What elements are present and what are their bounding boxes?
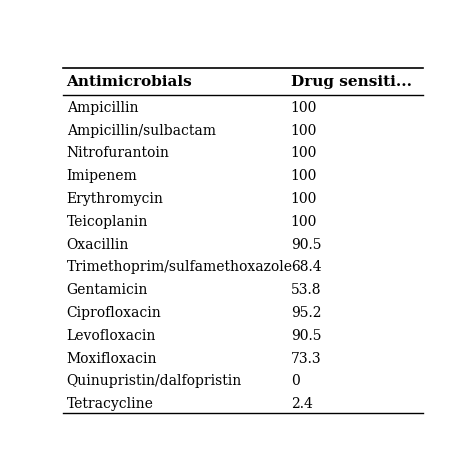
Text: Levofloxacin: Levofloxacin [66, 329, 156, 343]
Text: Nitrofurantoin: Nitrofurantoin [66, 146, 170, 160]
Text: Teicoplanin: Teicoplanin [66, 215, 148, 229]
Text: 100: 100 [291, 146, 317, 160]
Text: Trimethoprim/sulfamethoxazole: Trimethoprim/sulfamethoxazole [66, 260, 292, 274]
Text: Ampicillin: Ampicillin [66, 101, 138, 115]
Text: Gentamicin: Gentamicin [66, 283, 148, 297]
Text: 100: 100 [291, 215, 317, 229]
Text: Oxacillin: Oxacillin [66, 237, 129, 252]
Text: 90.5: 90.5 [291, 329, 321, 343]
Text: 100: 100 [291, 192, 317, 206]
Text: 90.5: 90.5 [291, 237, 321, 252]
Text: Moxifloxacin: Moxifloxacin [66, 352, 157, 365]
Text: 100: 100 [291, 124, 317, 137]
Text: Imipenem: Imipenem [66, 169, 137, 183]
Text: Tetracycline: Tetracycline [66, 397, 154, 411]
Text: Drug sensiti...: Drug sensiti... [291, 75, 412, 89]
Text: Antimicrobials: Antimicrobials [66, 75, 192, 89]
Text: 100: 100 [291, 101, 317, 115]
Text: 2.4: 2.4 [291, 397, 312, 411]
Text: 100: 100 [291, 169, 317, 183]
Text: Quinupristin/dalfopristin: Quinupristin/dalfopristin [66, 374, 242, 389]
Text: Erythromycin: Erythromycin [66, 192, 164, 206]
Text: 95.2: 95.2 [291, 306, 321, 320]
Text: Ciprofloxacin: Ciprofloxacin [66, 306, 161, 320]
Text: 53.8: 53.8 [291, 283, 321, 297]
Text: 68.4: 68.4 [291, 260, 321, 274]
Text: 0: 0 [291, 374, 300, 389]
Text: 73.3: 73.3 [291, 352, 321, 365]
Text: Ampicillin/sulbactam: Ampicillin/sulbactam [66, 124, 216, 137]
